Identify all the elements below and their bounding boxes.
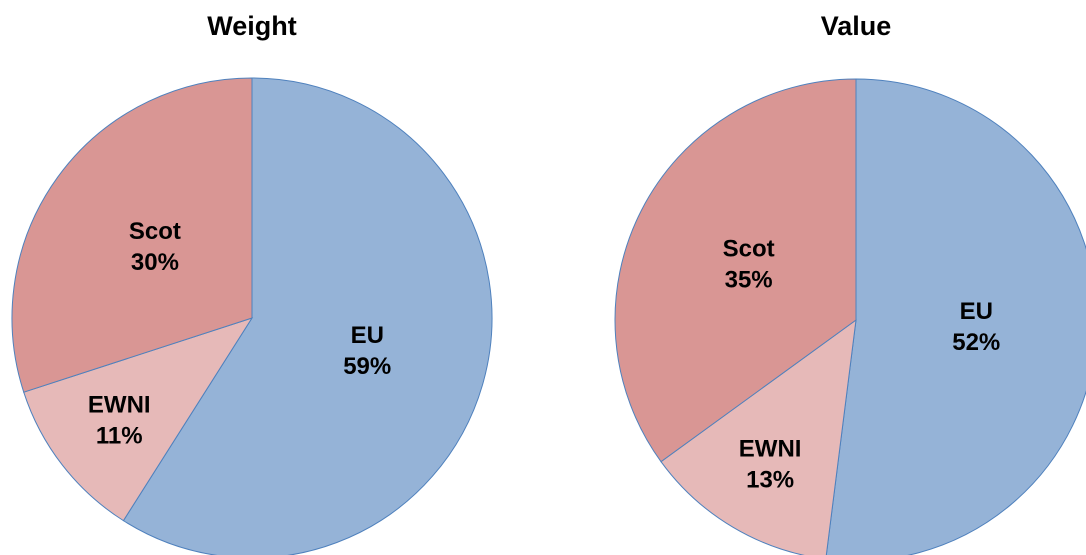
slice-value: 11% xyxy=(96,422,143,449)
slice-category: Scot xyxy=(129,218,181,245)
slice-value: 35% xyxy=(725,267,773,294)
pie-slice xyxy=(23,317,254,522)
slice-value: 52% xyxy=(952,329,1000,356)
slice-category: Scot xyxy=(723,236,775,263)
slice-category: EU xyxy=(960,298,993,325)
pie-slice xyxy=(122,77,493,555)
slice-value: 59% xyxy=(343,353,391,380)
chart-title: Value xyxy=(821,11,892,41)
slice-value: 30% xyxy=(131,249,179,276)
slice-category: EU xyxy=(351,322,384,349)
pie-slice xyxy=(614,78,857,463)
pie-slice xyxy=(660,318,857,555)
pie-slice xyxy=(825,78,1086,555)
slice-category: EWNI xyxy=(88,391,151,418)
pie-slice xyxy=(11,77,253,393)
slice-value: 13% xyxy=(746,467,794,494)
slice-category: EWNI xyxy=(739,436,802,463)
chart-title: Weight xyxy=(207,11,297,41)
